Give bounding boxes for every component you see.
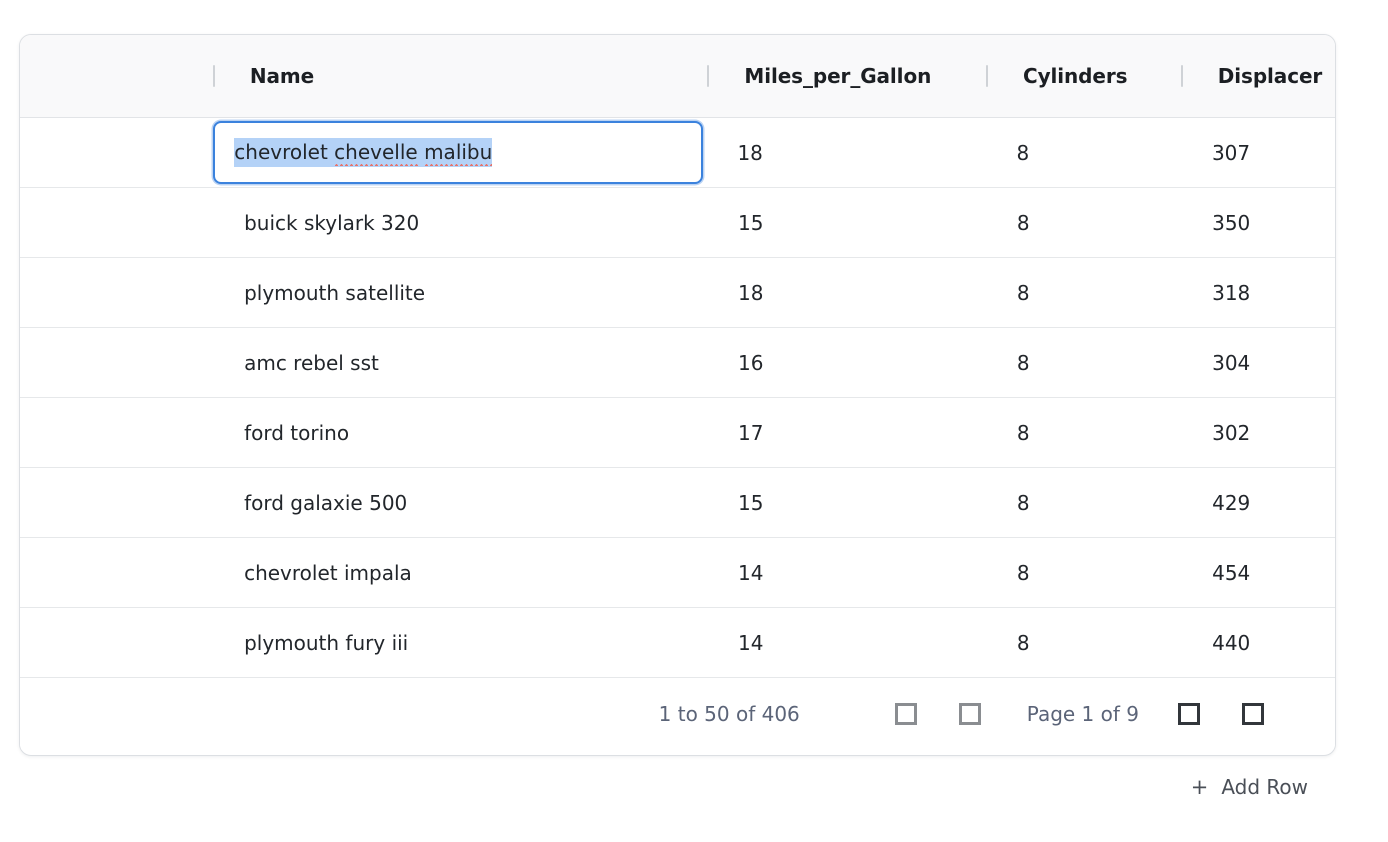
table-row[interactable]: plymouth fury iii 14 8 440 [20,608,1335,678]
table-row[interactable]: plymouth satellite 18 8 318 [20,258,1335,328]
row-select-cell[interactable] [20,398,212,467]
cell-name[interactable]: buick skylark 320 [244,210,420,235]
table-row[interactable]: chevrolet impala 14 8 454 [20,538,1335,608]
add-row-button[interactable]: + Add Row [1191,775,1308,799]
cell-displacement[interactable]: 454 [1212,560,1251,585]
cell-name[interactable]: plymouth satellite [244,280,426,305]
plus-icon: + [1190,774,1209,799]
last-page-icon[interactable] [1242,703,1264,725]
first-page-icon[interactable] [894,703,917,725]
cell-miles-per-gallon[interactable]: 16 [738,350,764,375]
cell-cylinders[interactable]: 8 [1016,560,1030,585]
table-row[interactable]: chevrolet chevelle malibu 18 8 307 [20,118,1335,188]
cell-cylinders[interactable]: 8 [1016,280,1030,305]
row-select-cell[interactable] [20,258,212,327]
row-select-cell[interactable] [20,608,212,677]
cell-displacement[interactable]: 304 [1212,350,1251,375]
row-select-cell[interactable] [20,328,212,397]
cell-name[interactable]: amc rebel sst [244,350,379,375]
column-resize-handle-cylinders[interactable] [986,65,989,87]
previous-page-icon[interactable] [958,703,981,725]
column-resize-handle-displacement[interactable] [1180,65,1183,87]
cell-miles-per-gallon[interactable]: 17 [738,420,764,445]
cell-name[interactable]: ford torino [244,420,350,445]
row-select-cell[interactable] [20,118,212,187]
cell-cylinders[interactable]: 8 [1016,490,1030,515]
cell-miles-per-gallon[interactable]: 14 [738,560,764,585]
cell-cylinders[interactable]: 8 [1016,630,1030,655]
add-row-label: Add Row [1221,775,1308,799]
grid-body: chevrolet chevelle malibu 18 8 307 buick… [20,118,1335,678]
column-resize-handle-name[interactable] [212,65,215,87]
cell-editor-input[interactable]: chevrolet chevelle malibu [213,121,704,184]
column-header-label-displacement: Displacer [1217,64,1323,88]
cell-displacement[interactable]: 429 [1212,490,1251,515]
cell-miles-per-gallon[interactable]: 18 [737,140,763,165]
row-select-cell[interactable] [20,188,212,257]
column-header-displacement[interactable]: Displacer [1180,35,1335,117]
cell-miles-per-gallon[interactable]: 14 [738,630,764,655]
table-row[interactable]: amc rebel sst 16 8 304 [20,328,1335,398]
cell-displacement[interactable]: 318 [1212,280,1251,305]
cell-miles-per-gallon[interactable]: 15 [738,210,764,235]
column-header-label-cylinders: Cylinders [1023,64,1128,88]
cell-cylinders[interactable]: 8 [1016,350,1030,375]
cell-displacement[interactable]: 440 [1212,630,1251,655]
grid-header-row: Name Miles_per_Gallon Cylinders Displace… [20,35,1335,118]
pagination-summary: 1 to 50 of 406 [658,702,800,726]
table-row[interactable]: buick skylark 320 15 8 350 [20,188,1335,258]
column-resize-handle-miles-per-gallon[interactable] [707,65,710,87]
cell-displacement[interactable]: 350 [1212,210,1251,235]
cell-editor-value: chevrolet chevelle malibu [234,138,493,167]
column-header-cylinders[interactable]: Cylinders [986,35,1181,117]
cell-miles-per-gallon[interactable]: 18 [738,280,764,305]
column-header-label-name: Name [249,64,315,88]
table-row[interactable]: ford torino 17 8 302 [20,398,1335,468]
column-header-name[interactable]: Name [212,35,708,117]
cell-miles-per-gallon[interactable]: 15 [738,490,764,515]
cell-name[interactable]: chevrolet chevelle malibu [212,118,705,187]
data-grid-card: Name Miles_per_Gallon Cylinders Displace… [19,34,1336,756]
column-header-select[interactable] [20,35,213,117]
page-indicator: Page 1 of 9 [1026,702,1139,726]
spellcheck-word-malibu: malibu [424,140,493,166]
next-page-icon[interactable] [1178,703,1200,725]
cell-name[interactable]: ford galaxie 500 [244,490,408,515]
column-header-label-miles-per-gallon: Miles_per_Gallon [744,64,932,88]
row-select-cell[interactable] [20,538,212,607]
cell-cylinders[interactable]: 8 [1016,420,1030,445]
pagination-bar: 1 to 50 of 406 Page 1 of 9 [20,678,1335,750]
cell-name[interactable]: plymouth fury iii [244,630,409,655]
spellcheck-word-chevelle: chevelle [334,140,418,166]
cell-cylinders[interactable]: 8 [1016,140,1030,165]
table-row[interactable]: ford galaxie 500 15 8 429 [20,468,1335,538]
cell-displacement[interactable]: 307 [1211,140,1251,165]
cell-displacement[interactable]: 302 [1212,420,1251,445]
cell-name[interactable]: chevrolet impala [244,560,412,585]
add-row-bar: + Add Row [19,775,1336,799]
column-header-miles-per-gallon[interactable]: Miles_per_Gallon [707,35,986,117]
cell-cylinders[interactable]: 8 [1016,210,1030,235]
row-select-cell[interactable] [20,468,212,537]
